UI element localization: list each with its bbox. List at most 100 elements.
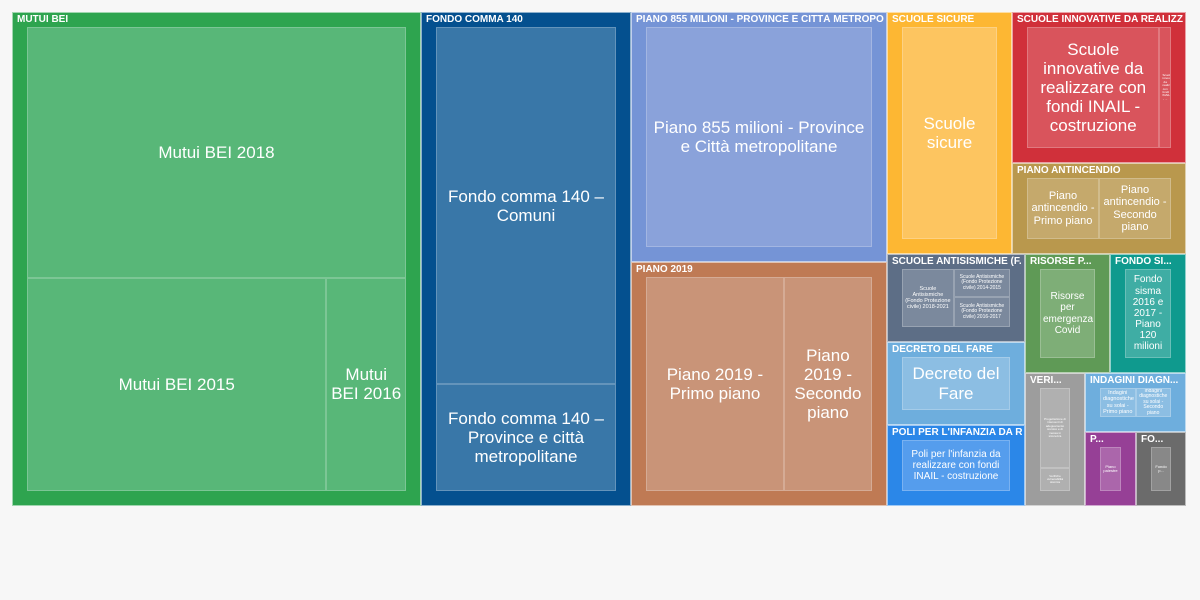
treemap-leaf-label: Piano antincendio - Secondo piano [1103,183,1167,233]
treemap-group-veri[interactable]: VERI... Progettazione di interventi di ad… [1025,373,1085,506]
treemap-group-fondo-comma-140[interactable]: FONDO COMMA 140 Fondo comma 140 – Comuni F… [421,12,631,506]
treemap-group-inner: Decreto del Fare [902,357,1010,410]
treemap-leaf-label: Fondo sisma 2016 e 2017 - Piano 120 mili… [1132,274,1164,353]
treemap-leaf-label: Piano 855 milioni - Province e Città met… [653,117,865,156]
treemap-leaf-piano-antincendio-primo-piano[interactable]: Piano antincendio - Primo piano [1027,178,1099,239]
treemap-leaf-label: Mutui BEI 2018 [158,142,275,162]
treemap-leaf-label: Scuole innovative da realizzare con fond… [1040,39,1147,136]
treemap-leaf-label: Piano 2019 - Primo piano [666,364,764,403]
treemap-leaf-progettazione-di-interventi-di-adeguamento-sismico-e-di-messa-in-sicurezza[interactable]: Progettazione di interventi di adeguamen… [1040,388,1070,469]
treemap-group-inner: Risorse per emergenza Covid [1040,269,1095,358]
treemap-leaf-scuole-sicure[interactable]: Scuole sicure [902,27,997,239]
treemap-leaf-label: Fondo p... [1155,463,1167,473]
treemap-group-risorse-p[interactable]: RISORSE P... Risorse per emergenza Covid [1025,254,1110,373]
treemap-leaf-poli-per-l-infanzia-da-realizzare-con-fondi-inail-costruzione[interactable]: Poli per l'infanzia da realizzare con fo… [902,440,1010,491]
treemap-group-title: DECRETO DEL FARE [892,344,993,355]
treemap-leaf-label: Poli per l'infanzia da realizzare con fo… [911,448,1001,483]
treemap-leaf-fondo-comma-140-comuni[interactable]: Fondo comma 140 – Comuni [436,27,616,385]
treemap-leaf-fondo-comma-140-province-e-citt-metropolitane[interactable]: Fondo comma 140 – Province e città metro… [436,384,616,491]
treemap-leaf-label: Piano palestre [1103,463,1118,473]
treemap-group-inner: Poli per l'infanzia da realizzare con fo… [902,440,1010,491]
treemap-leaf-mutui-bei-2018[interactable]: Mutui BEI 2018 [27,27,406,278]
treemap-leaf-scuole-innovative-da-realizzare-con-fondi-inail[interactable]: Scuole innovative da realizzare con fond… [1159,27,1171,148]
treemap-leaf-label: Scuole Antisismiche (Fondo Protezione ci… [959,273,1005,291]
treemap-group-title: RISORSE P... [1030,256,1092,267]
treemap-leaf-fondo-p[interactable]: Fondo p... [1151,447,1171,491]
treemap-leaf-mutui-bei-2015[interactable]: Mutui BEI 2015 [27,277,327,491]
treemap-group-inner: Piano 855 milioni - Province e Città met… [646,27,872,247]
treemap-leaf-fondo-sisma-2016-e-2017-piano-120-milioni[interactable]: Fondo sisma 2016 e 2017 - Piano 120 mili… [1125,269,1171,358]
treemap-leaf-label: Risorse per emergenza Covid [1043,291,1094,336]
treemap-group-scuole-innovative-da-realizzare[interactable]: SCUOLE INNOVATIVE DA REALIZZARE Scuole in… [1012,12,1186,163]
treemap-group-piano-antincendio[interactable]: PIANO ANTINCENDIO Piano antincendio - Pri… [1012,163,1186,254]
treemap-leaf-indagini-diagnostiche-su-solai-primo-piano[interactable]: Indagini diagnostiche su solai - Primo p… [1100,388,1136,417]
treemap-group-title: SCUOLE SICURE [892,14,975,25]
treemap-leaf-label: Scuole Antisismiche (Fondo Protezione ci… [905,285,951,311]
treemap-group-inner: Fondo p... [1151,447,1171,491]
treemap-leaf-decreto-del-fare[interactable]: Decreto del Fare [902,357,1010,410]
treemap-group-inner: Fondo comma 140 – Comuni Fondo comma 140 … [436,27,616,491]
treemap-group-title: POLI PER L'INFANZIA DA R... [892,427,1022,438]
treemap-leaf-piano-855-milioni-province-e-citt-metropolitane[interactable]: Piano 855 milioni - Province e Città met… [646,27,872,247]
treemap-group-title: FO... [1141,434,1164,445]
treemap-leaf-mutui-bei-2016[interactable]: Mutui BEI 2016 [326,277,406,491]
treemap-group-inner: Scuole sicure [902,27,997,239]
treemap-leaf-label: Mutui BEI 2015 [118,374,235,394]
treemap-leaf-label: Scuole sicure [923,113,976,152]
treemap-group-scuole-sicure[interactable]: SCUOLE SICURE Scuole sicure [887,12,1012,254]
treemap-group-title: P... [1090,434,1104,445]
treemap-leaf-label: Piano 2019 - Secondo piano [794,345,862,423]
treemap-group-title: MUTUI BEI [17,14,69,25]
treemap-group-inner: Piano palestre [1100,447,1121,491]
treemap-leaf-label: Fondo comma 140 – Comuni [448,186,604,225]
treemap-group-scuole-antisismiche-f[interactable]: SCUOLE ANTISISMICHE (F... Scuole Antisism… [887,254,1025,342]
treemap-leaf-scuole-antisismiche-fondo-protezione-civile-2018-2021[interactable]: Scuole Antisismiche (Fondo Protezione ci… [902,269,954,327]
treemap-group-indagini-diagn[interactable]: INDAGINI DIAGN... Indagini diagnostiche s… [1085,373,1186,432]
treemap-leaf-verifiche-vulnerabilit-sismica[interactable]: Verifiche vulnerabilità sismica [1040,468,1070,491]
treemap-leaf-indagini-diagnostiche-su-solai-secondo-piano[interactable]: Indagini diagnostiche su solai - Secondo… [1135,388,1171,417]
treemap-group-inner: Scuole Antisismiche (Fondo Protezione ci… [902,269,1010,327]
treemap-leaf-label: Progettazione di interventi di adeguamen… [1044,417,1066,438]
treemap-leaf-label: Scuole innovative da realizzare con fond… [1162,73,1170,101]
treemap-group-fo[interactable]: FO... Fondo p... [1136,432,1186,506]
treemap-group-inner: Mutui BEI 2018 Mutui BEI 2015 Mutui BEI 20… [27,27,406,491]
treemap-group-title: PIANO 855 MILIONI - PROVINCE E CITTÀ MET… [636,14,884,25]
treemap-group-title: INDAGINI DIAGN... [1090,375,1179,386]
treemap-group-inner: Progettazione di interventi di adeguamen… [1040,388,1070,491]
treemap-group-inner: Piano antincendio - Primo piano Piano ant… [1027,178,1171,239]
treemap-group-title: PIANO ANTINCENDIO [1017,165,1121,176]
treemap-group-piano-2019[interactable]: PIANO 2019 Piano 2019 - Primo piano Piano … [631,262,887,506]
treemap-group-title: PIANO 2019 [636,264,693,275]
treemap-leaf-piano-antincendio-secondo-piano[interactable]: Piano antincendio - Secondo piano [1099,178,1171,239]
treemap-group-poli-per-l-infanzia-da-r[interactable]: POLI PER L'INFANZIA DA R... Poli per l'in… [887,425,1025,506]
treemap-leaf-piano-palestre[interactable]: Piano palestre [1100,447,1121,491]
treemap-leaf-label: Fondo comma 140 – Province e città metro… [448,409,604,467]
treemap-group-title: FONDO SI... [1115,256,1172,267]
treemap-leaf-label: Scuole Antisismiche (Fondo Protezione ci… [959,302,1005,320]
treemap-leaf-scuole-antisismiche-fondo-protezione-civile-2016-2017[interactable]: Scuole Antisismiche (Fondo Protezione ci… [953,296,1010,327]
treemap-group-inner: Indagini diagnostiche su solai - Primo p… [1100,388,1171,417]
treemap-leaf-label: Decreto del Fare [912,364,1000,403]
treemap-group-fondo-si[interactable]: FONDO SI... Fondo sisma 2016 e 2017 - Pia… [1110,254,1186,373]
treemap-leaf-label: Indagini diagnostiche su solai - Secondo… [1139,388,1168,416]
treemap-group-title: VERI... [1030,375,1062,386]
treemap-group-p[interactable]: P... Piano palestre [1085,432,1136,506]
treemap-group-title: SCUOLE INNOVATIVE DA REALIZZARE [1017,14,1183,25]
treemap-group-title: FONDO COMMA 140 [426,14,523,25]
treemap-group-inner: Piano 2019 - Primo piano Piano 2019 - Sec… [646,277,872,491]
treemap-leaf-risorse-per-emergenza-covid[interactable]: Risorse per emergenza Covid [1040,269,1095,358]
treemap-group-decreto-del-fare[interactable]: DECRETO DEL FARE Decreto del Fare [887,342,1025,425]
treemap-leaf-label: Piano antincendio - Primo piano [1031,190,1095,227]
treemap-leaf-scuole-antisismiche-fondo-protezione-civile-2014-2015[interactable]: Scuole Antisismiche (Fondo Protezione ci… [953,269,1010,297]
treemap-leaf-scuole-innovative-da-realizzare-con-fondi-inail-costruzione[interactable]: Scuole innovative da realizzare con fond… [1027,27,1160,148]
treemap-group-title: SCUOLE ANTISISMICHE (F... [892,256,1022,267]
treemap-leaf-label: Mutui BEI 2016 [331,365,402,404]
treemap-group-mutui-bei[interactable]: MUTUI BEI Mutui BEI 2018 Mutui BEI 2015 Mut… [12,12,421,506]
treemap-leaf-label: Indagini diagnostiche su solai - Primo p… [1103,390,1134,415]
treemap-group-inner: Scuole innovative da realizzare con fond… [1027,27,1171,148]
treemap-leaf-piano-2019-primo-piano[interactable]: Piano 2019 - Primo piano [646,277,784,491]
treemap-leaf-piano-2019-secondo-piano[interactable]: Piano 2019 - Secondo piano [783,277,872,491]
treemap-group-inner: Fondo sisma 2016 e 2017 - Piano 120 mili… [1125,269,1171,358]
treemap-group-piano-855-milioni-province-e-citt-metropolitane[interactable]: PIANO 855 MILIONI - PROVINCE E CITTÀ MET… [631,12,887,262]
